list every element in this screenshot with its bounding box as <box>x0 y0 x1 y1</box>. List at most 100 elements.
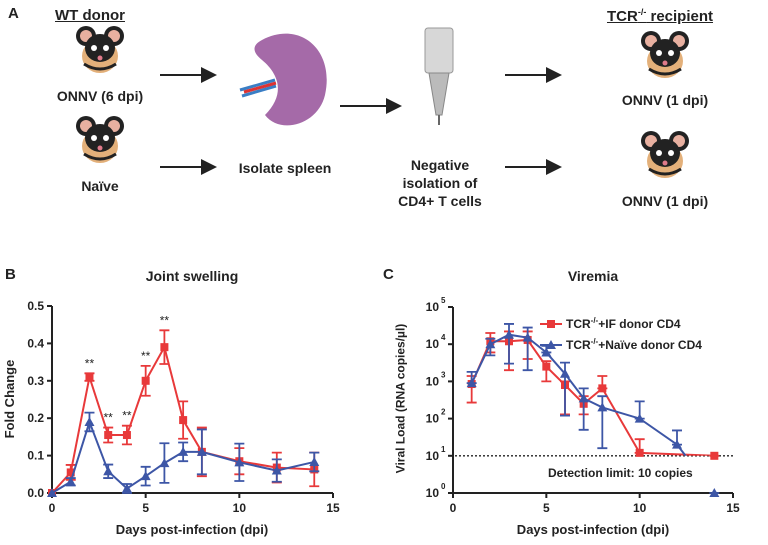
isolation-line3: CD4+ T cells <box>398 193 482 209</box>
y-tick-exponent: 0 <box>441 482 446 491</box>
y-tick-label: 10 <box>426 486 440 500</box>
data-point-red <box>66 468 75 477</box>
series-line-blue <box>470 333 687 456</box>
x-tick-label: 15 <box>326 501 340 515</box>
y-tick-label: 0.0 <box>27 486 44 500</box>
legend-marker-blue <box>546 340 556 349</box>
y-tick-exponent: 3 <box>441 370 446 379</box>
series-line-red <box>470 338 715 456</box>
x-tick-label: 10 <box>633 501 647 515</box>
data-point-blue <box>140 471 151 481</box>
donor1-label: ONNV (6 dpi) <box>56 88 144 104</box>
y-tick-label: 0.1 <box>27 449 44 463</box>
legend-blue-main: TCR <box>566 338 591 352</box>
legend-red-sup: -/- <box>590 316 599 325</box>
y-tick-exponent: 1 <box>441 445 446 454</box>
data-point-blue <box>541 347 552 357</box>
data-point-blue <box>634 413 645 423</box>
legend-red-rest: +IF donor CD4 <box>598 317 681 331</box>
x-tick-label: 0 <box>450 501 457 515</box>
x-tick-label: 0 <box>49 501 56 515</box>
series-line-red <box>51 344 315 494</box>
data-point-blue <box>578 393 589 403</box>
recipient-title-main: TCR <box>606 8 638 25</box>
data-point-blue <box>597 402 608 412</box>
x-tick-label: 10 <box>233 501 247 515</box>
isolation-line2: isolation of <box>402 175 478 191</box>
data-point-blue <box>47 488 57 497</box>
data-point-blue <box>103 466 114 476</box>
data-point-blue <box>309 456 320 466</box>
isolation-line1: Negative <box>410 157 470 173</box>
significance-annotation: ** <box>160 313 170 327</box>
y-tick-label: 0.4 <box>27 336 44 350</box>
data-point-blue <box>65 476 76 486</box>
chart-c-xlabel: Days post-infection (dpi) <box>516 522 670 537</box>
data-point-blue <box>271 465 282 475</box>
y-tick-exponent: 5 <box>441 296 446 305</box>
data-point-blue <box>178 446 189 456</box>
recipient2-label: ONNV (1 dpi) <box>621 193 709 209</box>
x-tick-label: 15 <box>726 501 740 515</box>
legend-blue-rest: +Naïve donor CD4 <box>598 338 702 352</box>
chart-b-xlabel: Days post-infection (dpi) <box>115 522 269 537</box>
panel-b-label: B <box>5 266 16 283</box>
y-tick-label: 10 <box>426 412 440 426</box>
legend-marker-red <box>547 320 555 328</box>
significance-annotation: ** <box>141 349 151 363</box>
data-point-red <box>598 384 607 393</box>
recipient1-label: ONNV (1 dpi) <box>621 92 709 108</box>
x-tick-label: 5 <box>543 501 550 515</box>
data-point-red <box>542 362 551 371</box>
y-tick-label: 0.5 <box>27 299 44 313</box>
donor2-label: Naïve <box>81 178 119 194</box>
detection-limit-label: Detection limit: 10 copies <box>548 466 693 480</box>
y-tick-exponent: 2 <box>441 408 446 417</box>
y-tick-exponent: 4 <box>441 333 446 342</box>
y-tick-label: 10 <box>426 337 440 351</box>
data-point-blue <box>84 416 95 426</box>
y-tick-label: 10 <box>426 449 440 463</box>
data-point-red <box>85 373 94 382</box>
y-tick-label: 10 <box>426 300 440 314</box>
donor-title: WT donor <box>55 7 125 24</box>
data-point-blue <box>672 439 682 449</box>
spleen-label: Isolate spleen <box>238 160 332 176</box>
data-point-red <box>122 431 131 440</box>
significance-annotation: ** <box>85 356 95 370</box>
legend-item-red: TCR-/-+IF donor CD4 <box>566 316 681 331</box>
data-point-blue <box>196 446 207 456</box>
legend-red-main: TCR <box>566 317 591 331</box>
data-point-blue <box>121 483 132 493</box>
data-point-blue <box>560 368 570 378</box>
recipient-title-rest: recipient <box>646 8 714 25</box>
data-point-red <box>710 451 719 460</box>
legend-item-blue: TCR-/-+Naïve donor CD4 <box>566 337 702 352</box>
spleen-icon <box>239 33 327 126</box>
panel-c-label: C <box>383 266 394 283</box>
data-point-blue <box>504 329 514 339</box>
y-tick-label: 10 <box>426 374 440 388</box>
chart-c-title: Viremia <box>567 268 619 284</box>
diagram <box>74 24 691 180</box>
data-point-blue <box>159 458 170 468</box>
data-point-red <box>104 431 113 440</box>
data-point-blue <box>485 339 496 349</box>
panel-a-label: A <box>8 5 19 22</box>
data-point-red <box>141 376 150 385</box>
tube-icon <box>424 27 454 125</box>
y-tick-label: 0.3 <box>27 374 44 388</box>
recipient-title: TCR-/- recipient <box>607 7 713 25</box>
significance-annotation: ** <box>104 411 114 425</box>
y-tick-label: 0.2 <box>27 411 44 425</box>
data-point-blue <box>234 457 245 467</box>
data-point-red <box>635 448 644 457</box>
data-point-blue <box>522 332 533 342</box>
data-point-blue <box>466 378 477 388</box>
chart-b-title: Joint swelling <box>145 268 239 284</box>
legend-blue-sup: -/- <box>590 337 599 346</box>
data-point-blue <box>709 488 720 497</box>
recipient-title-sup: -/- <box>637 7 647 17</box>
